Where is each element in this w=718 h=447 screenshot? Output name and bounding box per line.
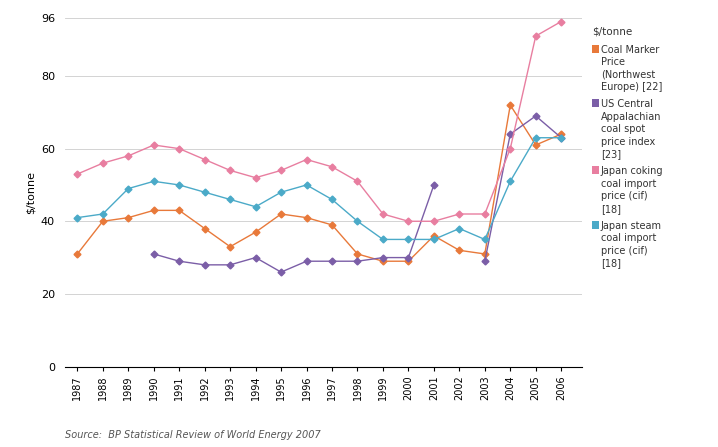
Text: [23]: [23] [601, 149, 621, 159]
Text: [18]: [18] [601, 204, 621, 214]
Text: coal spot: coal spot [601, 124, 645, 134]
Text: Japan steam: Japan steam [601, 221, 662, 231]
Text: Price: Price [601, 57, 625, 67]
Text: Coal Marker: Coal Marker [601, 45, 659, 55]
Text: [18]: [18] [601, 258, 621, 268]
Text: Appalachian: Appalachian [601, 112, 661, 122]
Text: $/tonne: $/tonne [592, 27, 633, 37]
Text: coal import: coal import [601, 233, 656, 243]
Text: Europe) [22]: Europe) [22] [601, 82, 662, 92]
Text: price (cif): price (cif) [601, 246, 648, 256]
Text: US Central: US Central [601, 99, 653, 109]
Text: (Northwest: (Northwest [601, 70, 655, 80]
Y-axis label: $/tonne: $/tonne [25, 171, 35, 214]
Text: price (cif): price (cif) [601, 191, 648, 201]
Text: Source:  BP Statistical Review of World Energy 2007: Source: BP Statistical Review of World E… [65, 430, 320, 440]
Text: Japan coking: Japan coking [601, 166, 663, 176]
Text: price index: price index [601, 137, 655, 147]
Text: coal import: coal import [601, 179, 656, 189]
